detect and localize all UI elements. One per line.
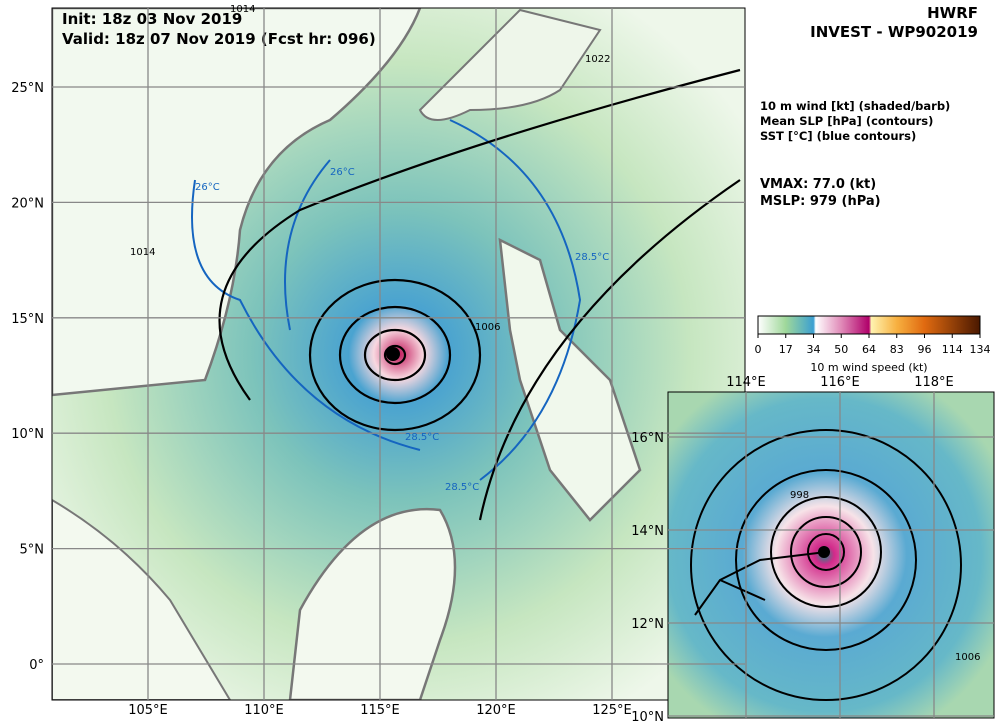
inset-lon-label: 118°E bbox=[914, 375, 954, 390]
colorbar-tick-label: 50 bbox=[834, 343, 848, 356]
slp-label: 1014 bbox=[130, 247, 155, 258]
mslp-text: MSLP: 979 (hPa) bbox=[760, 194, 881, 209]
slp-label: 1006 bbox=[475, 322, 500, 333]
sst-label: 28.5°C bbox=[575, 252, 609, 263]
storm-text: INVEST - WP902019 bbox=[810, 23, 978, 41]
inset-lat-label: 12°N bbox=[631, 617, 664, 632]
inset-lat-label: 14°N bbox=[631, 524, 664, 539]
lon-label: 125°E bbox=[592, 703, 632, 718]
sst-label: 28.5°C bbox=[405, 432, 439, 443]
sst-label: 28.5°C bbox=[445, 482, 479, 493]
legend-line: Mean SLP [hPa] (contours) bbox=[760, 114, 933, 128]
valid-text: Valid: 18z 07 Nov 2019 (Fcst hr: 096) bbox=[62, 30, 376, 48]
colorbar-tick-label: 64 bbox=[862, 343, 876, 356]
colorbar-label: 10 m wind speed (kt) bbox=[810, 361, 927, 374]
inset-map bbox=[668, 392, 994, 718]
inset-slp-label: 1006 bbox=[955, 652, 980, 663]
inset-lat-label: 16°N bbox=[631, 431, 664, 446]
model-text: HWRF bbox=[927, 4, 978, 22]
colorbar-tick-label: 96 bbox=[918, 343, 932, 356]
lat-label: 25°N bbox=[11, 81, 44, 96]
sst-label: 26°C bbox=[330, 167, 355, 178]
colorbar bbox=[757, 315, 981, 335]
inset-frame bbox=[667, 391, 995, 719]
lat-label: 0° bbox=[29, 658, 44, 673]
lon-label: 110°E bbox=[244, 703, 284, 718]
inset-lon-label: 116°E bbox=[820, 375, 860, 390]
inset-lat-label: 10°N bbox=[631, 710, 664, 722]
sst-label: 26°C bbox=[195, 182, 220, 193]
vmax-text: VMAX: 77.0 (kt) bbox=[760, 177, 876, 192]
colorbar-tick-label: 34 bbox=[807, 343, 821, 356]
lat-label: 15°N bbox=[11, 312, 44, 327]
colorbar-tick-label: 83 bbox=[890, 343, 904, 356]
lat-label: 10°N bbox=[11, 427, 44, 442]
lon-label: 115°E bbox=[360, 703, 400, 718]
init-text: Init: 18z 03 Nov 2019 bbox=[62, 10, 242, 28]
slp-label: 1022 bbox=[585, 54, 610, 65]
colorbar-tick-label: 134 bbox=[970, 343, 991, 356]
map-frame bbox=[51, 7, 746, 701]
colorbar-tick-label: 114 bbox=[942, 343, 963, 356]
lat-label: 5°N bbox=[20, 543, 45, 558]
legend-line: 10 m wind [kt] (shaded/barb) bbox=[760, 99, 950, 113]
lat-label: 20°N bbox=[11, 196, 44, 211]
colorbar-tick-label: 17 bbox=[779, 343, 793, 356]
colorbar-tick-label: 0 bbox=[755, 343, 762, 356]
main-map bbox=[52, 8, 745, 700]
lon-label: 120°E bbox=[476, 703, 516, 718]
slp-label: 1014 bbox=[230, 4, 255, 15]
legend-line: SST [°C] (blue contours) bbox=[760, 129, 916, 143]
inset-slp-label: 998 bbox=[790, 490, 809, 501]
lon-label: 105°E bbox=[128, 703, 168, 718]
inset-lon-label: 114°E bbox=[726, 375, 766, 390]
